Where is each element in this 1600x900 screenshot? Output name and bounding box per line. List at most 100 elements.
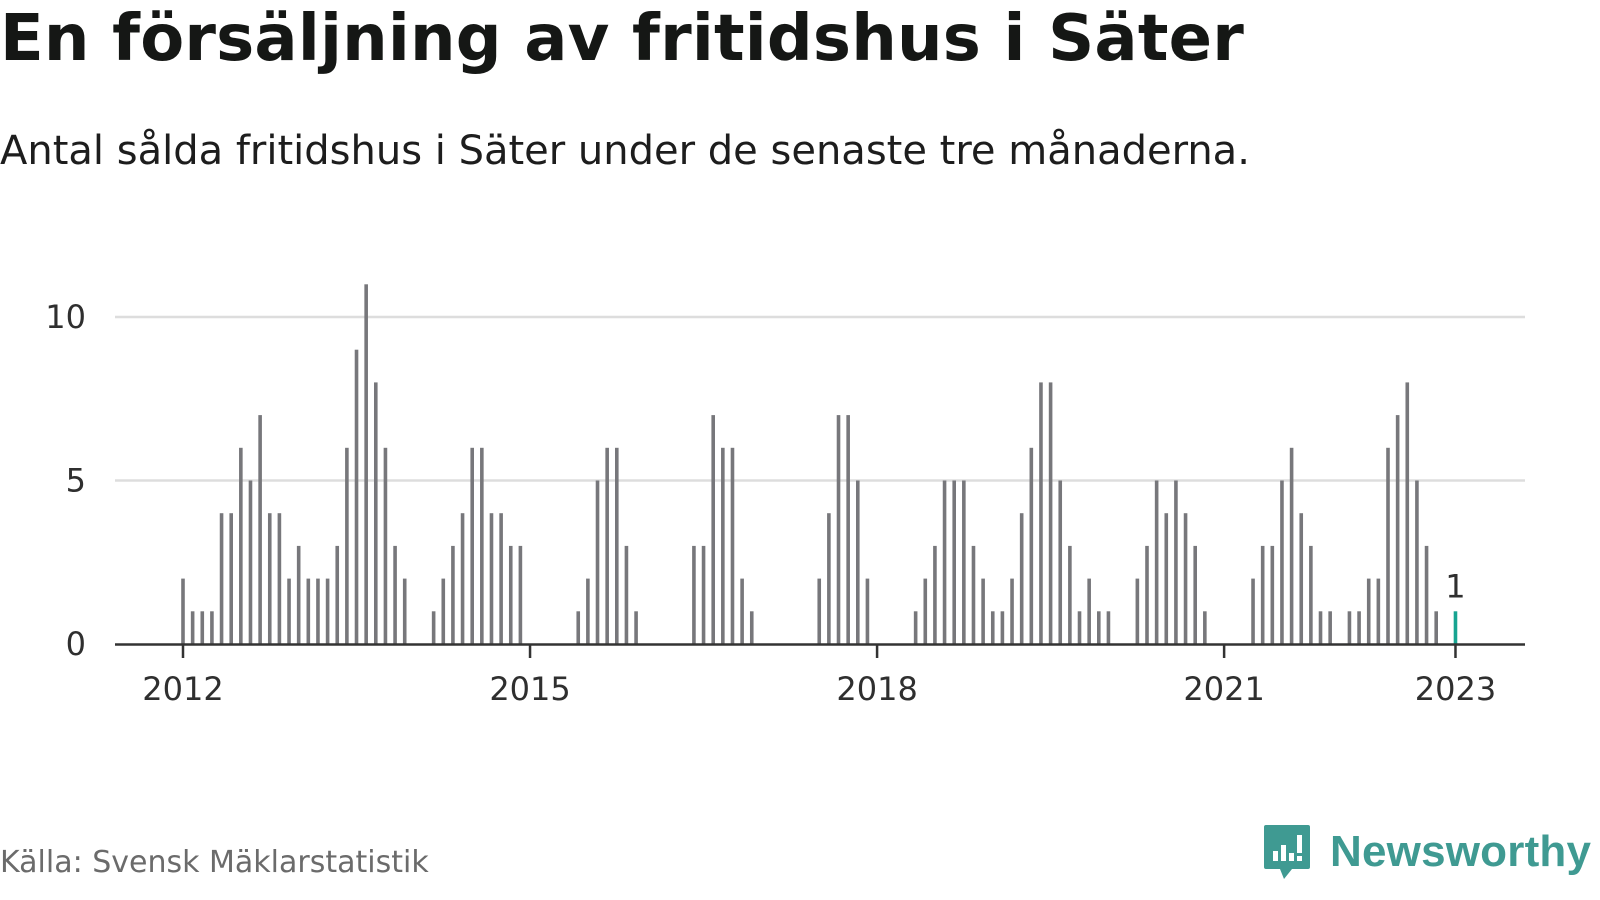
axis-labels: 0 5 10 2012 2015 2018 2021 2023 1 — [45, 298, 1496, 708]
bar — [489, 513, 494, 644]
bar — [470, 447, 474, 644]
bar — [1193, 545, 1197, 644]
bar — [1029, 447, 1034, 644]
bar — [692, 545, 696, 644]
bar — [846, 415, 850, 644]
bar — [451, 545, 455, 644]
bar — [1019, 513, 1024, 644]
bar — [1097, 611, 1101, 644]
x-tick-label: 2018 — [836, 670, 917, 708]
bar — [595, 480, 600, 644]
bar — [441, 578, 446, 644]
y-tick-label: 10 — [45, 298, 86, 336]
bar — [402, 578, 407, 644]
bar — [576, 611, 581, 644]
bar — [749, 611, 754, 644]
bar — [836, 415, 841, 644]
bar — [181, 578, 185, 644]
bar — [1000, 611, 1005, 644]
bar — [730, 447, 735, 644]
bar — [1309, 545, 1313, 644]
bar — [1039, 382, 1043, 644]
y-tick-label: 5 — [66, 462, 86, 500]
bar — [634, 611, 638, 644]
bar — [1270, 545, 1275, 644]
bar — [711, 415, 715, 644]
bar — [1048, 382, 1053, 644]
bar — [865, 578, 870, 644]
bar — [239, 447, 243, 644]
bar — [1260, 545, 1265, 644]
bar — [1424, 545, 1429, 644]
bar — [990, 611, 995, 644]
bar — [1251, 578, 1255, 644]
bar — [1366, 578, 1371, 644]
bar — [210, 611, 214, 644]
bar — [258, 415, 262, 644]
bar — [1405, 382, 1410, 644]
bar — [1395, 415, 1400, 644]
bar — [1376, 578, 1381, 644]
bar — [1203, 611, 1207, 644]
x-axis — [115, 643, 1525, 658]
bar — [480, 447, 484, 644]
x-tick-label: 2012 — [142, 670, 223, 708]
gridlines — [115, 315, 1525, 482]
bar — [508, 545, 513, 644]
bar — [1087, 578, 1091, 644]
x-tick-label: 2015 — [489, 670, 570, 708]
bar — [701, 545, 706, 644]
bar — [1318, 611, 1323, 644]
bar — [962, 480, 966, 644]
bar — [200, 611, 205, 644]
bars — [181, 284, 1458, 644]
bar — [316, 578, 320, 644]
bar — [952, 480, 956, 644]
bar — [942, 480, 947, 644]
bar — [374, 382, 378, 644]
bar — [971, 545, 976, 644]
bar — [1145, 545, 1149, 644]
bar — [1347, 611, 1352, 644]
bar — [981, 578, 985, 644]
bar — [393, 545, 397, 644]
chart-title: En försäljning av fritidshus i Säter — [0, 2, 1244, 76]
x-tick-label: 2021 — [1183, 670, 1264, 708]
bar — [1357, 611, 1361, 644]
bar — [354, 349, 359, 644]
bar — [1106, 611, 1111, 644]
bar — [624, 545, 629, 644]
source-note: Källa: Svensk Mäklarstatistik — [0, 845, 429, 880]
bar — [913, 611, 918, 644]
bar — [923, 578, 928, 644]
bar — [1434, 611, 1438, 644]
bar — [1299, 513, 1304, 644]
bar — [277, 513, 282, 644]
bar — [827, 513, 831, 644]
bar — [364, 284, 368, 644]
bar — [933, 545, 937, 644]
bar — [615, 447, 619, 644]
bar — [499, 513, 503, 644]
bar — [856, 480, 860, 644]
bar — [721, 447, 725, 644]
bar — [1058, 480, 1063, 644]
bar — [335, 545, 340, 644]
bar — [460, 513, 465, 644]
bar-highlight — [1453, 611, 1458, 644]
bar — [605, 447, 609, 644]
bar — [190, 611, 195, 644]
bar — [1164, 513, 1169, 644]
brand-name: Newsworthy — [1330, 827, 1592, 876]
bar — [1077, 611, 1082, 644]
bar — [383, 447, 388, 644]
bar — [345, 447, 349, 644]
bar — [1280, 480, 1284, 644]
chart-subtitle: Antal sålda fritidshus i Säter under de … — [0, 128, 1250, 174]
bar — [1010, 578, 1014, 644]
bar — [325, 578, 330, 644]
bar — [219, 513, 224, 644]
bar — [586, 578, 590, 644]
bar — [229, 513, 233, 644]
